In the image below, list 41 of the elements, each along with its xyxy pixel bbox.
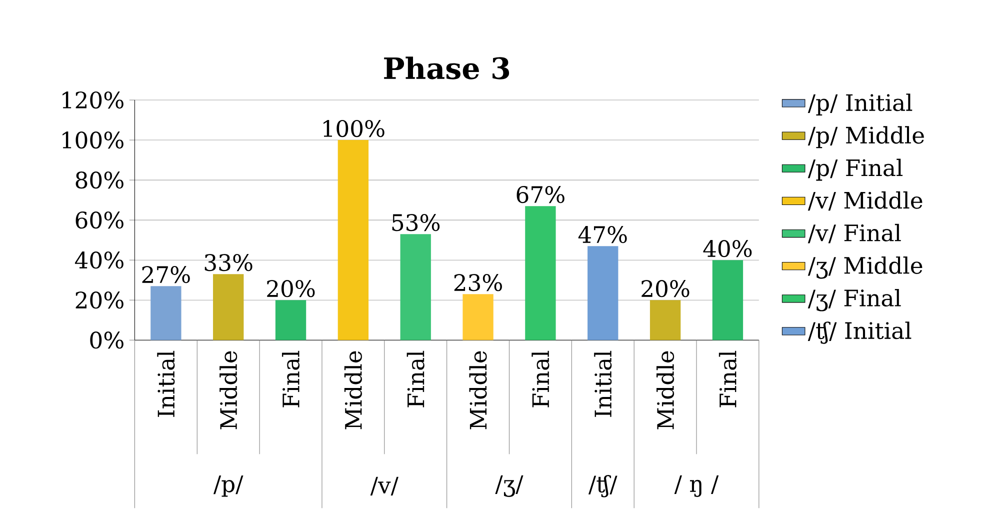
legend-label: /p/ Initial (808, 94, 912, 116)
data-label: 27% (142, 266, 190, 284)
data-label: 20% (642, 280, 690, 298)
data-label: 47% (578, 226, 627, 244)
data-label: 40% (703, 240, 752, 258)
text: /p/ (213, 476, 244, 498)
text: /ʧ/ (588, 475, 618, 498)
x-tick-label: Final (718, 351, 736, 408)
y-tick-label: 100% (62, 132, 124, 149)
x-tick-label: Final (406, 351, 424, 408)
y-tick-label: 60% (76, 212, 124, 229)
y-tick-label: 20% (76, 292, 124, 309)
legend-label: /ʒ/ Final (808, 289, 901, 312)
legend-label: /v/ Final (808, 224, 901, 244)
legend-label: /ʧ/ Initial (808, 322, 912, 344)
legend-label: /p/ Final (808, 159, 903, 181)
x-tick-label: Initial (594, 351, 612, 418)
chart-title: Phase 3 (384, 56, 510, 80)
y-tick-label: 120% (62, 92, 124, 109)
data-label: 20% (267, 280, 315, 298)
data-label: 53% (392, 214, 440, 232)
text: / ŋ / (674, 476, 719, 498)
data-label: 100% (324, 120, 384, 138)
y-tick-label: 40% (74, 252, 124, 269)
legend-label: /ʒ/ Middle (808, 256, 922, 279)
x-tick-label: Middle (344, 352, 362, 430)
legend-label: /p/ Middle (808, 126, 924, 148)
x-tick-label: Final (532, 351, 550, 408)
y-tick-label: 0% (90, 332, 124, 349)
x-tick-label: Final (282, 351, 300, 408)
data-label: 23% (454, 274, 502, 292)
text: /v/ (370, 477, 398, 496)
legend-label: /v/ Middle (808, 192, 922, 211)
y-tick-label: 80% (76, 172, 124, 189)
data-label: 67% (516, 186, 564, 204)
x-tick-label: Middle (656, 352, 674, 430)
data-label: 33% (204, 254, 252, 272)
x-tick-label: Middle (220, 352, 238, 430)
x-tick-label: Middle (469, 352, 487, 430)
x-tick-label: Initial (157, 351, 175, 418)
text: /ʒ/ (495, 476, 524, 498)
